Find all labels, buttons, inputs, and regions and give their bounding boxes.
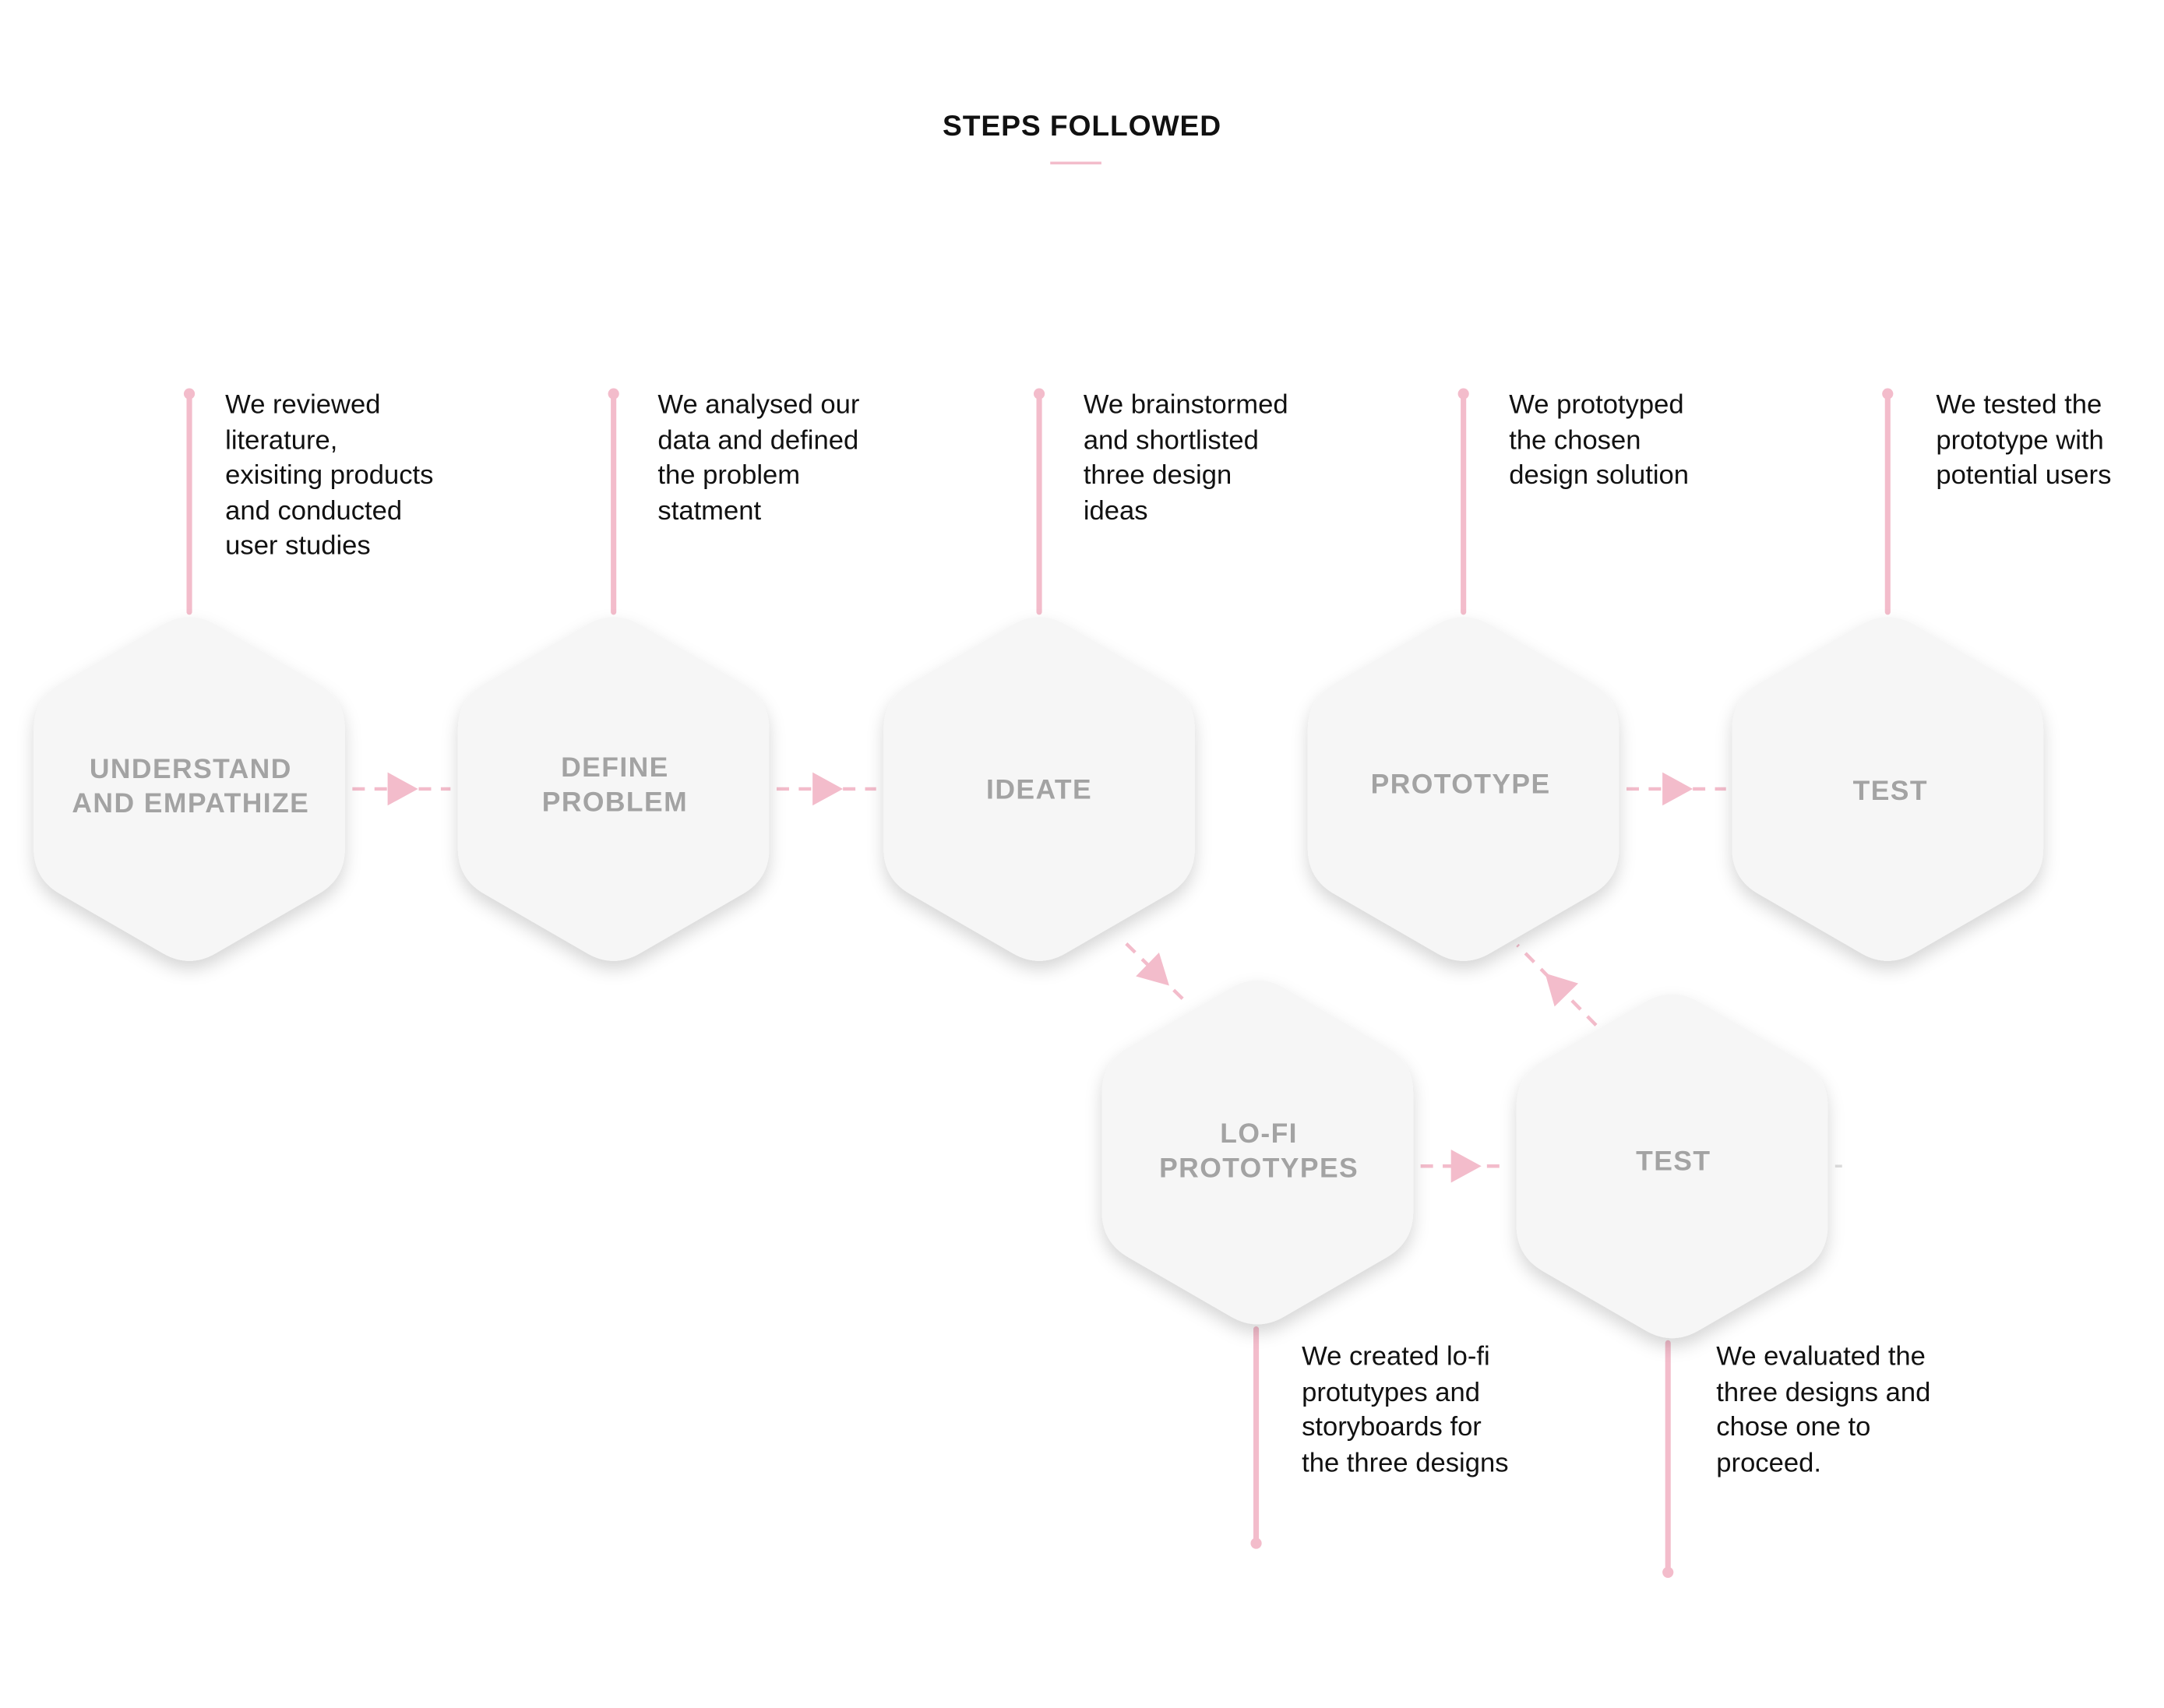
- step-description-test: We tested the prototype with potential u…: [1936, 389, 2112, 491]
- hexagon-test-designs: [1516, 994, 1828, 1339]
- connector-line-understand-dot: [183, 388, 196, 400]
- step-description-test-designs: We evaluated the three designs and chose…: [1716, 1341, 1931, 1478]
- connector-line-define-dot: [608, 388, 619, 400]
- connector-line-test-dot: [1882, 388, 1894, 400]
- hexagon-prototype: [1307, 617, 1619, 961]
- connector-line-ideate-dot: [1033, 388, 1045, 400]
- step-description-lofi-prototypes: We created lo-fi protutypes and storyboa…: [1302, 1341, 1509, 1478]
- arrow-ideate-to-lofi-head: [1136, 953, 1169, 986]
- step-description-define-problem: We analysed our data and defined the pro…: [657, 389, 860, 526]
- connector-lines: [183, 388, 1894, 1578]
- step-label-test: TEST: [1852, 776, 1929, 808]
- step-label-understand-and-empathize: UNDERSTAND AND EMPATHIZE: [72, 754, 310, 819]
- arrow-define-to-ideate-head: [812, 772, 844, 806]
- arrow-understand-to-define-head: [387, 772, 418, 806]
- arrow-define-to-ideate: [776, 772, 876, 806]
- hexagon-test: [1732, 617, 2044, 961]
- title-underline: [1050, 161, 1101, 165]
- arrow-lofi-to-test-designs: [1420, 1149, 1510, 1183]
- hexagon-ideate: [883, 617, 1195, 961]
- connector-line-prototype-dot: [1457, 388, 1469, 400]
- arrow-lofi-to-test-designs-head: [1450, 1149, 1482, 1183]
- step-label-prototype: PROTOTYPE: [1370, 769, 1551, 801]
- hexagon-understand-and-empathize: [33, 617, 345, 961]
- arrow-prototype-to-test: [1626, 772, 1726, 806]
- step-description-prototype: We prototyped the chosen design solution: [1509, 389, 1689, 491]
- hexagon-lofi-prototypes: [1101, 980, 1414, 1325]
- step-description-ideate: We brainstormed and shortlisted three de…: [1083, 389, 1288, 526]
- step-label-ideate: IDEATE: [986, 775, 1093, 806]
- hexagon-define-problem: [457, 617, 770, 961]
- step-label-lofi-prototypes: LO-FI PROTOTYPES: [1159, 1118, 1359, 1185]
- arrow-ideate-to-lofi: [1125, 942, 1190, 1006]
- flow-arrows: [352, 772, 1842, 1183]
- step-label-test-designs: TEST: [1636, 1146, 1711, 1178]
- page-title: STEPS FOLLOWED: [943, 110, 1222, 143]
- arrow-test-designs-to-prototype-head: [1545, 973, 1579, 1007]
- arrow-prototype-to-test-head: [1662, 772, 1693, 806]
- hexagon-nodes: [33, 617, 2044, 1339]
- arrow-understand-to-define: [352, 772, 451, 806]
- connector-line-lofi-dot: [1250, 1537, 1262, 1549]
- connector-line-test-designs-dot: [1662, 1566, 1674, 1578]
- arrow-test-designs-to-prototype: [1516, 943, 1598, 1027]
- step-label-define-problem: DEFINE PROBLEM: [541, 752, 689, 819]
- step-description-understand-and-empathize: We reviewed literature, exisiting produc…: [225, 389, 434, 562]
